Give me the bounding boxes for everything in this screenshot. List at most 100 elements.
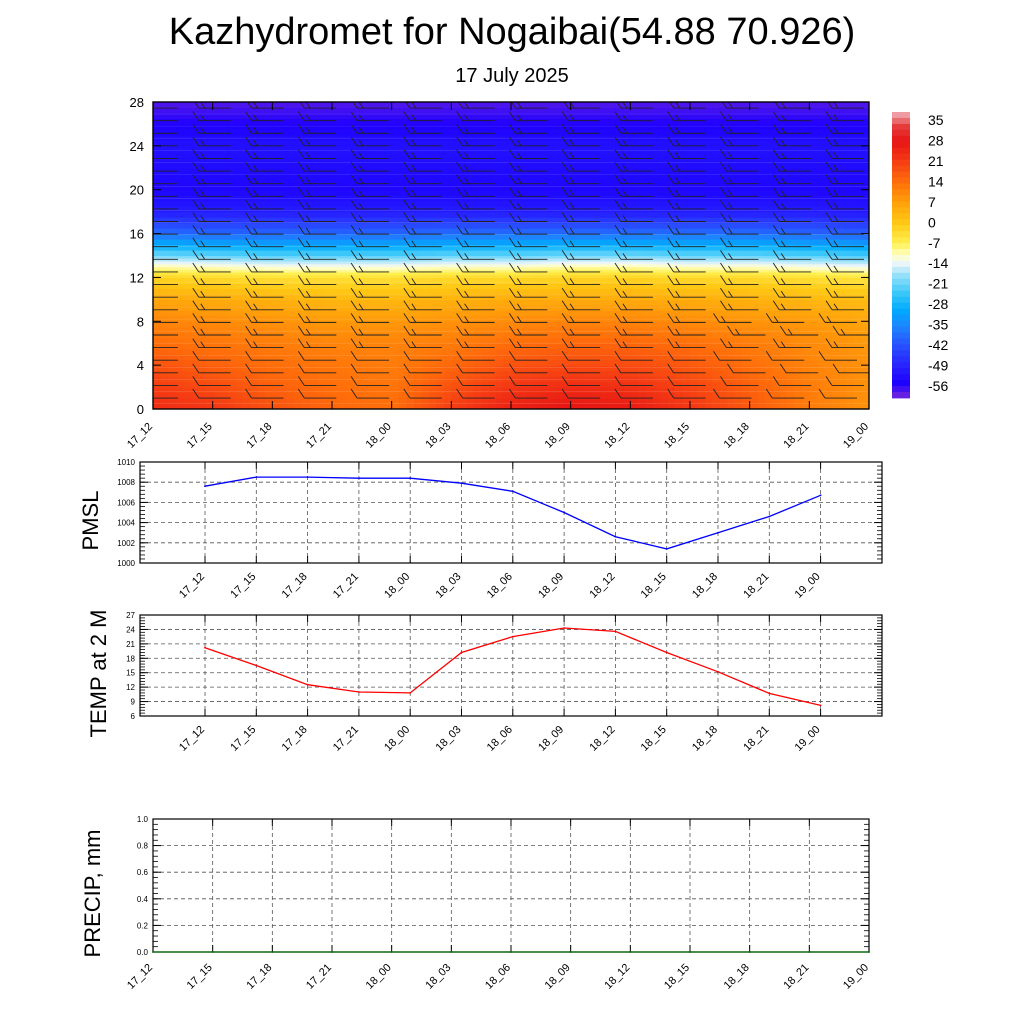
field-cell: [578, 343, 587, 350]
field-cell: [458, 233, 467, 240]
field-cell: [742, 211, 751, 218]
field-cell: [622, 145, 631, 152]
field-cell: [533, 348, 542, 355]
field-cell: [235, 134, 244, 141]
field-cell: [220, 102, 229, 109]
field-cell: [615, 274, 624, 279]
field-cell: [704, 167, 713, 174]
field-cell: [466, 398, 475, 405]
field-cell: [212, 288, 221, 295]
field-cell: [153, 123, 162, 131]
field-cell: [764, 315, 773, 322]
field-cell: [272, 200, 281, 207]
field-cell: [309, 343, 318, 350]
field-cell: [712, 162, 721, 169]
field-cell: [332, 228, 341, 235]
field-cell: [496, 107, 505, 114]
field-cell: [175, 370, 184, 377]
field-cell: [570, 398, 579, 405]
field-cell: [511, 376, 520, 383]
field-cell: [249, 398, 259, 405]
field-cell: [555, 173, 564, 180]
field-cell: [428, 107, 438, 114]
field-cell: [630, 250, 639, 257]
field-cell: [332, 244, 341, 251]
field-cell: [555, 206, 564, 213]
field-cell: [637, 123, 646, 131]
field-cell: [749, 403, 758, 409]
field-cell: [704, 271, 713, 276]
field-cell: [153, 184, 162, 191]
field-cell: [772, 376, 781, 383]
field-cell: [235, 277, 244, 284]
field-cell: [607, 304, 617, 311]
field-cell: [309, 260, 318, 265]
field-cell: [235, 304, 244, 311]
field-cell: [757, 282, 766, 289]
field-cell: [473, 239, 482, 246]
field-cell: [667, 288, 676, 295]
field-cell: [600, 304, 609, 311]
field-cell: [518, 102, 527, 109]
field-cell: [473, 304, 482, 311]
field-cell: [376, 178, 385, 185]
field-cell: [376, 250, 385, 257]
field-cell: [332, 269, 341, 273]
field-cell: [227, 250, 236, 257]
field-cell: [563, 162, 572, 169]
field-cell: [667, 129, 676, 136]
field-cell: [354, 258, 363, 262]
field-cell: [391, 228, 400, 235]
field-cell: [660, 123, 669, 131]
field-cell: [630, 233, 639, 240]
field-cell: [563, 244, 572, 251]
field-cell: [563, 326, 572, 333]
field-cell: [339, 151, 348, 158]
field-cell: [473, 299, 482, 306]
field-cell: [555, 282, 564, 289]
field-cell: [533, 260, 542, 265]
field-cell: [637, 315, 646, 322]
field-cell: [518, 228, 527, 235]
field-cell: [734, 129, 743, 136]
field-cell: [630, 381, 639, 388]
field-cell: [249, 310, 259, 317]
field-cell: [361, 255, 370, 259]
field-cell: [346, 173, 355, 180]
field-cell: [458, 184, 467, 191]
field-cell: [287, 310, 296, 317]
field-cell: [615, 189, 624, 196]
field-cell: [257, 337, 266, 344]
field-cell: [503, 178, 512, 185]
field-cell: [540, 392, 549, 399]
field-cell: [622, 140, 631, 147]
field-cell: [354, 381, 363, 388]
field-cell: [257, 233, 266, 240]
field-cell: [421, 255, 430, 259]
field-cell: [503, 151, 512, 158]
field-cell: [600, 244, 609, 251]
field-cell: [153, 304, 162, 311]
field-cell: [772, 326, 781, 333]
field-cell: [652, 255, 661, 259]
field-cell: [533, 134, 542, 141]
field-cell: [332, 145, 341, 152]
field-cell: [376, 211, 385, 218]
field-cell: [346, 381, 355, 388]
field-cell: [369, 310, 378, 317]
field-cell: [548, 343, 557, 350]
field-cell: [309, 282, 318, 289]
field-cell: [167, 370, 176, 377]
field-cell: [712, 343, 721, 350]
field-cell: [652, 200, 661, 207]
field-cell: [645, 200, 654, 207]
field-cell: [600, 263, 609, 268]
field-cell: [428, 140, 438, 147]
field-cell: [332, 233, 341, 240]
field-cell: [257, 326, 266, 333]
field-cell: [227, 304, 236, 311]
field-cell: [399, 107, 408, 114]
field-cell: [443, 260, 452, 265]
field-cell: [593, 392, 602, 399]
field-cell: [764, 392, 773, 399]
